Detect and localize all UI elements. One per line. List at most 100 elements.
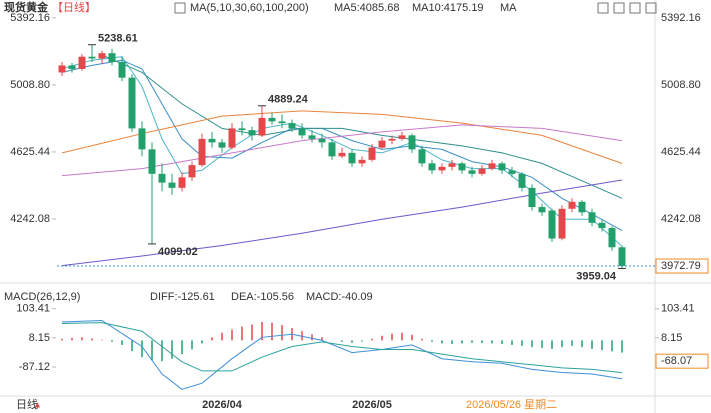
y-tick-label: 103.41	[16, 303, 50, 315]
annotation: 3959.04	[576, 270, 617, 282]
last-price-box	[655, 258, 709, 274]
ma-line	[61, 322, 623, 374]
candle-body	[438, 166, 446, 171]
cursor-date: 2026/05/26 星期二	[466, 398, 557, 411]
y-tick-label: -87.12	[19, 361, 50, 373]
legend-entry: MACD:-40.09	[306, 291, 373, 303]
icon[interactable]	[613, 2, 625, 14]
ma-line	[61, 319, 623, 390]
y2-tick-label: 4242.08	[661, 213, 701, 225]
candle-body	[598, 222, 606, 229]
candle-body	[488, 163, 496, 169]
candle-body	[178, 177, 186, 188]
x-tick-label: 2026/05	[352, 399, 392, 411]
footer-period: 日线	[16, 397, 38, 411]
candle-body	[198, 138, 206, 166]
candle-body	[68, 65, 76, 69]
icon[interactable]	[629, 2, 641, 14]
candle-body	[298, 128, 306, 136]
y-tick-label: 4242.08	[10, 213, 50, 225]
annotation: 4889.24	[268, 94, 309, 106]
cursor-value-box	[655, 353, 709, 369]
y2-tick-label: 103.41	[661, 303, 695, 315]
candle-body	[238, 128, 246, 131]
candle-body	[348, 152, 356, 164]
candle-body	[398, 135, 406, 139]
candle-body	[548, 210, 556, 239]
candle-body	[358, 159, 366, 164]
candle-body	[428, 163, 436, 171]
candle-body	[208, 138, 216, 143]
ma-line	[61, 110, 623, 164]
legend-entry: MA	[500, 2, 517, 14]
cursor-value-label: -68.07	[661, 355, 692, 367]
toolbar-icons[interactable]	[174, 2, 657, 14]
candle-body	[458, 163, 466, 171]
legend-entry: DIFF:-125.61	[150, 291, 215, 303]
candle-body	[58, 65, 66, 73]
candle-body	[378, 140, 386, 148]
y-tick-label: 5392.16	[10, 12, 50, 24]
candle-body	[418, 149, 426, 164]
candle-body	[328, 142, 336, 157]
indicator: MA(5,10,30,60,100,200)	[190, 2, 309, 14]
candle-body	[448, 163, 456, 167]
candle-body	[118, 61, 126, 78]
candle-body	[538, 207, 546, 213]
candle-body	[98, 53, 106, 59]
candle-body	[558, 208, 566, 239]
candle-body	[228, 128, 236, 148]
y2-tick-label: 5392.16	[661, 12, 701, 24]
candle-body	[528, 187, 536, 208]
x-tick-label: 2026/04	[202, 399, 243, 411]
candle-body	[78, 56, 86, 69]
macd-title: MACD(26,12,9)	[4, 291, 80, 303]
candle-body	[258, 117, 266, 136]
candle-body	[368, 147, 376, 160]
candle-body	[388, 138, 396, 141]
candle-body	[318, 138, 326, 143]
candle-body	[568, 201, 576, 209]
candle-body	[338, 152, 346, 157]
annotation: 4099.02	[158, 246, 198, 258]
candle-body	[188, 165, 196, 178]
y2-tick-label: 5008.80	[661, 79, 701, 91]
y2-tick-label: 4625.44	[661, 146, 701, 158]
candle-body	[158, 173, 166, 183]
candle-body	[518, 173, 526, 188]
candle-body	[108, 53, 116, 62]
y-tick-label: 5008.80	[10, 79, 50, 91]
candle-body	[478, 168, 486, 174]
legend-entry: MA10:4175.19	[412, 2, 484, 14]
candle-body	[308, 135, 316, 139]
candle-body	[218, 142, 226, 148]
ma-line	[101, 54, 623, 199]
candle-body	[508, 170, 516, 174]
y-tick-label: 4625.44	[10, 146, 50, 158]
candle-body	[248, 130, 256, 136]
candle-body	[288, 123, 296, 129]
icon[interactable]	[645, 2, 657, 14]
candle-body	[168, 182, 176, 188]
candle-body	[618, 247, 626, 267]
candle-body	[408, 135, 416, 150]
legend-entry: MA5:4085.68	[334, 2, 399, 14]
icon[interactable]	[597, 2, 609, 14]
candle-body	[278, 121, 286, 124]
candle-body	[468, 170, 476, 174]
candle-body	[498, 163, 506, 171]
chart-title: 现货黄金	[4, 0, 49, 14]
candle-body	[608, 228, 616, 248]
candle-body	[138, 128, 146, 150]
annotation: 5238.61	[98, 33, 138, 45]
icon[interactable]	[174, 2, 186, 14]
candle-body	[88, 56, 96, 59]
y-tick-label: 8.15	[29, 332, 50, 344]
footer-arrow[interactable]: ▲	[33, 399, 42, 409]
legend-entry: DEA:-105.56	[231, 291, 294, 303]
candle-body	[268, 117, 276, 122]
candle-body	[128, 77, 136, 129]
candle-body	[148, 149, 156, 174]
